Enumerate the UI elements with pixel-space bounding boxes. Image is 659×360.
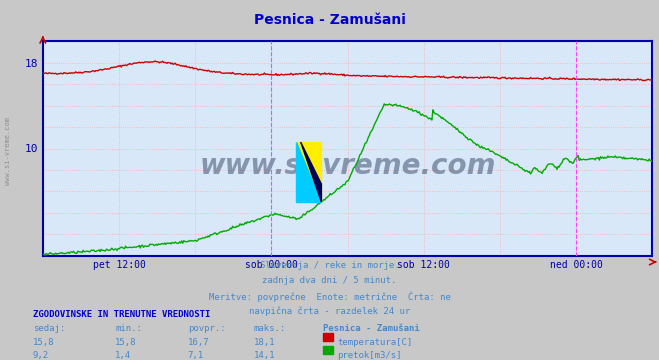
Text: povpr.:: povpr.: [188, 324, 225, 333]
Text: maks.:: maks.: [254, 324, 286, 333]
Text: 1,4: 1,4 [115, 351, 131, 360]
Text: 14,1: 14,1 [254, 351, 275, 360]
Text: 15,8: 15,8 [33, 338, 55, 347]
Text: Pesnica - Zamušani: Pesnica - Zamušani [323, 324, 420, 333]
Text: 16,7: 16,7 [188, 338, 210, 347]
Text: Pesnica - Zamušani: Pesnica - Zamušani [254, 13, 405, 27]
Text: Meritve: povprečne  Enote: metrične  Črta: ne: Meritve: povprečne Enote: metrične Črta:… [208, 291, 451, 302]
Text: 7,1: 7,1 [188, 351, 204, 360]
Text: 18,1: 18,1 [254, 338, 275, 347]
Text: Slovenija / reke in morje.: Slovenija / reke in morje. [260, 261, 399, 270]
Text: 15,8: 15,8 [115, 338, 137, 347]
Text: pretok[m3/s]: pretok[m3/s] [337, 351, 402, 360]
Text: www.si-vreme.com: www.si-vreme.com [5, 117, 11, 185]
Polygon shape [296, 142, 322, 202]
Text: www.si-vreme.com: www.si-vreme.com [200, 152, 496, 180]
Text: 9,2: 9,2 [33, 351, 49, 360]
Text: sedaj:: sedaj: [33, 324, 65, 333]
Polygon shape [301, 142, 322, 202]
Text: ZGODOVINSKE IN TRENUTNE VREDNOSTI: ZGODOVINSKE IN TRENUTNE VREDNOSTI [33, 310, 210, 319]
Text: navpična črta - razdelek 24 ur: navpična črta - razdelek 24 ur [249, 306, 410, 316]
Text: min.:: min.: [115, 324, 142, 333]
Text: temperatura[C]: temperatura[C] [337, 338, 413, 347]
Polygon shape [296, 142, 322, 202]
Text: zadnja dva dni / 5 minut.: zadnja dva dni / 5 minut. [262, 276, 397, 285]
